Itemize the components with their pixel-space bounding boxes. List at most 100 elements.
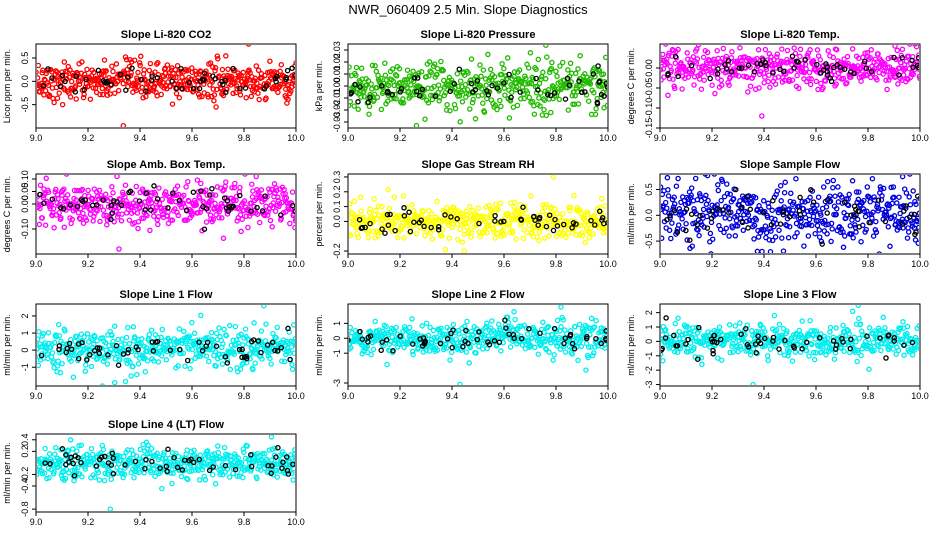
data-point xyxy=(90,218,96,224)
data-point xyxy=(43,175,49,182)
reference-point xyxy=(797,211,804,218)
data-point xyxy=(891,194,897,201)
reference-point xyxy=(564,75,571,82)
data-point xyxy=(427,230,433,236)
data-point xyxy=(495,206,501,212)
panel-title: Slope Line 3 Flow xyxy=(744,289,837,301)
data-point xyxy=(794,230,800,236)
x-tick-label: 9.6 xyxy=(498,259,511,269)
data-point xyxy=(511,204,517,210)
data-point xyxy=(858,78,864,84)
data-point xyxy=(820,85,826,91)
data-point xyxy=(680,226,686,232)
data-point xyxy=(221,326,227,333)
x-tick-label: 10.0 xyxy=(599,133,617,143)
data-point xyxy=(134,210,141,216)
reference-point xyxy=(416,93,423,99)
data-point xyxy=(85,187,91,194)
data-point xyxy=(436,98,442,104)
data-point xyxy=(102,191,109,197)
data-point xyxy=(591,324,598,330)
reference-point xyxy=(75,355,82,362)
data-point xyxy=(430,93,436,99)
data-point xyxy=(374,84,380,91)
reference-point xyxy=(56,346,62,353)
data-point xyxy=(784,223,790,229)
reference-point xyxy=(883,355,889,361)
outlier-point xyxy=(461,248,467,253)
data-point xyxy=(672,320,679,327)
data-point xyxy=(437,86,444,92)
data-point xyxy=(232,323,239,330)
reference-point xyxy=(536,216,543,222)
data-point xyxy=(696,327,702,333)
data-point xyxy=(529,335,535,341)
y-tick-label: -0.05 xyxy=(644,78,654,99)
data-point xyxy=(268,186,275,193)
data-point xyxy=(397,79,403,86)
data-point xyxy=(762,328,768,335)
reference-point xyxy=(594,100,601,107)
data-point xyxy=(65,448,72,454)
reference-point xyxy=(855,208,861,214)
reference-point xyxy=(382,230,388,236)
data-point xyxy=(877,327,883,334)
data-point xyxy=(511,73,517,80)
data-point xyxy=(494,230,500,237)
data-point xyxy=(259,356,265,362)
data-point xyxy=(119,211,125,217)
reference-point xyxy=(418,217,424,223)
data-point xyxy=(64,192,71,198)
data-point xyxy=(192,199,199,206)
data-point xyxy=(528,193,534,199)
data-point xyxy=(727,349,733,356)
data-point xyxy=(537,90,544,96)
data-point xyxy=(848,74,854,80)
data-point xyxy=(527,50,534,56)
data-point xyxy=(849,178,856,184)
data-point xyxy=(246,213,253,219)
y-tick-label: 0 xyxy=(332,336,342,341)
data-point xyxy=(240,342,246,348)
data-point xyxy=(822,78,829,84)
data-point xyxy=(484,229,491,236)
data-point xyxy=(671,201,678,207)
data-point xyxy=(76,81,83,87)
y-tick-label: -2 xyxy=(644,366,654,374)
data-point xyxy=(814,202,820,208)
reference-point xyxy=(229,204,235,211)
reference-point xyxy=(738,331,744,337)
reference-point xyxy=(37,191,43,198)
data-point xyxy=(212,192,219,198)
data-point xyxy=(74,448,80,454)
data-point xyxy=(269,348,275,354)
data-point xyxy=(768,228,774,234)
reference-point xyxy=(498,219,504,225)
reference-point xyxy=(739,204,745,210)
reference-point xyxy=(148,77,155,83)
reference-point xyxy=(138,76,144,83)
data-point xyxy=(162,189,169,195)
y-tick-label: -0.15 xyxy=(644,118,654,139)
data-point xyxy=(589,352,596,359)
reference-point xyxy=(710,347,716,354)
data-point xyxy=(216,325,222,331)
reference-point xyxy=(272,75,279,82)
data-point xyxy=(62,456,68,463)
data-point xyxy=(895,347,902,354)
data-point xyxy=(111,219,117,225)
data-point xyxy=(230,90,236,97)
data-point xyxy=(691,344,697,351)
data-point xyxy=(828,220,835,227)
data-point xyxy=(386,82,392,89)
reference-point xyxy=(596,78,603,85)
data-point xyxy=(70,374,77,380)
reference-point xyxy=(562,96,569,102)
data-point xyxy=(861,208,868,215)
reference-point xyxy=(901,342,907,349)
data-point xyxy=(578,86,585,92)
data-point xyxy=(372,318,378,325)
data-point xyxy=(459,239,466,245)
data-point xyxy=(141,67,147,73)
data-point xyxy=(58,214,64,221)
